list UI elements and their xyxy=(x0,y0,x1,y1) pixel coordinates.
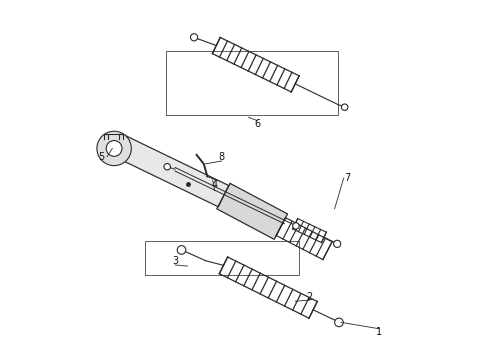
Circle shape xyxy=(106,140,122,156)
Circle shape xyxy=(97,131,131,166)
Circle shape xyxy=(342,104,348,111)
Text: 8: 8 xyxy=(219,152,225,162)
Text: 5: 5 xyxy=(98,152,105,162)
Circle shape xyxy=(335,318,343,327)
Text: 4: 4 xyxy=(212,180,218,190)
Circle shape xyxy=(293,223,299,229)
Circle shape xyxy=(164,163,171,170)
Text: 2: 2 xyxy=(306,292,313,302)
Text: 6: 6 xyxy=(254,120,261,129)
Polygon shape xyxy=(217,184,288,239)
Circle shape xyxy=(177,246,186,254)
Text: 7: 7 xyxy=(344,173,350,183)
Text: 3: 3 xyxy=(172,256,178,266)
Circle shape xyxy=(334,240,341,247)
Polygon shape xyxy=(111,134,229,207)
Text: 1: 1 xyxy=(376,327,383,337)
Circle shape xyxy=(191,34,197,41)
